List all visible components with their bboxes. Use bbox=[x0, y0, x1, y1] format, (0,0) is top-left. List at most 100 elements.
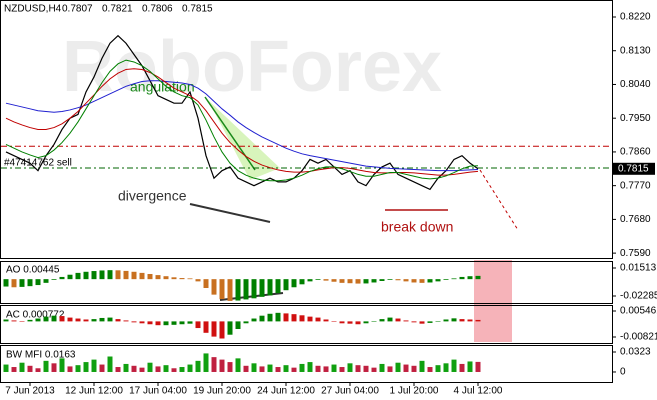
histogram-bar bbox=[243, 279, 249, 300]
x-tick-label: 12 Jun 12:00 bbox=[65, 386, 123, 397]
histogram-bar bbox=[195, 321, 201, 329]
histogram-bar bbox=[139, 367, 145, 372]
histogram-bar bbox=[339, 321, 345, 324]
histogram-bar bbox=[3, 319, 9, 322]
x-tick-label: 27 Jun 04:00 bbox=[321, 386, 379, 397]
histogram-bar bbox=[243, 321, 249, 324]
histogram-bar bbox=[259, 315, 265, 322]
divergence-line bbox=[189, 203, 271, 223]
histogram-bar bbox=[99, 317, 105, 322]
histogram-bar bbox=[163, 276, 169, 280]
histogram-bar bbox=[219, 279, 225, 300]
histogram-bar bbox=[91, 271, 97, 280]
histogram-bar bbox=[35, 368, 41, 372]
histogram-bar bbox=[115, 270, 121, 280]
histogram-bar bbox=[427, 279, 433, 283]
y-tick-label: 0.7950 bbox=[620, 113, 651, 124]
histogram-bar bbox=[363, 279, 369, 284]
histogram-bar bbox=[403, 279, 409, 282]
histogram-bar bbox=[187, 321, 193, 324]
histogram-bar bbox=[19, 362, 25, 372]
histogram-bar bbox=[211, 321, 217, 337]
histogram-bar bbox=[179, 367, 185, 372]
histogram-bar bbox=[251, 318, 257, 322]
histogram-bar bbox=[435, 365, 441, 372]
histogram-bar bbox=[35, 318, 41, 322]
y-tick-label: 0.7680 bbox=[620, 214, 651, 225]
histogram-bar bbox=[339, 279, 345, 283]
histogram-bar bbox=[59, 358, 65, 372]
histogram-bar bbox=[307, 316, 313, 322]
histogram-bar bbox=[179, 321, 185, 325]
watermark-layer: RoboForex bbox=[62, 27, 442, 107]
histogram-bar bbox=[387, 279, 393, 280]
histogram-bar bbox=[459, 363, 465, 372]
histogram-bar bbox=[147, 321, 153, 325]
ohlc-value: 0.7815 bbox=[182, 4, 213, 15]
histogram-bar bbox=[371, 367, 377, 372]
histogram-bar bbox=[355, 321, 361, 325]
histogram-bar bbox=[355, 365, 361, 372]
histogram-bar bbox=[387, 366, 393, 372]
histogram-bar bbox=[91, 359, 97, 372]
histogram-bar bbox=[203, 279, 209, 288]
y-tick-label: 0.7590 bbox=[620, 248, 651, 259]
histogram-bar bbox=[267, 313, 273, 322]
histogram-bar bbox=[427, 367, 433, 372]
histogram-bar bbox=[267, 279, 273, 296]
histogram-bar bbox=[147, 362, 153, 372]
histogram-bar bbox=[19, 321, 25, 322]
indicator-title: BW MFI 0.0163 bbox=[6, 350, 76, 361]
indicator-title: AC 0.000772 bbox=[6, 310, 65, 321]
histogram-bar bbox=[451, 278, 457, 280]
histogram-bar bbox=[467, 319, 473, 322]
histogram-bar bbox=[171, 368, 177, 372]
angulation-line bbox=[204, 96, 256, 171]
histogram-bar bbox=[443, 363, 449, 372]
histogram-bar bbox=[43, 316, 49, 322]
histogram-bar bbox=[43, 279, 49, 283]
histogram-bar bbox=[131, 365, 137, 372]
symbol: NZDUSD,H4 bbox=[4, 4, 62, 15]
ao-panel bbox=[0, 261, 613, 304]
y-tick-label: 0.8040 bbox=[620, 79, 651, 90]
angulation-shape bbox=[208, 100, 280, 180]
y-tick-label: 0 bbox=[620, 367, 626, 378]
main-panel bbox=[0, 0, 613, 259]
histogram-bar bbox=[27, 319, 33, 322]
histogram-bar bbox=[155, 366, 161, 372]
x-tick-label: 4 Jul 12:00 bbox=[454, 386, 503, 397]
histogram-bar bbox=[75, 318, 81, 322]
histogram-bar bbox=[403, 320, 409, 322]
ohlc-value: 0.7821 bbox=[102, 4, 133, 15]
y-tick-label: 0.7860 bbox=[620, 147, 651, 158]
histogram-bar bbox=[83, 271, 89, 280]
current-price-label: 0.7815 bbox=[618, 163, 649, 174]
x-tick-label: 7 Jun 2013 bbox=[5, 386, 55, 397]
histogram-bar bbox=[395, 362, 401, 372]
histogram-bar bbox=[179, 278, 185, 280]
histogram-bar bbox=[363, 321, 369, 324]
histogram-bar bbox=[163, 321, 169, 326]
histogram-bar bbox=[283, 279, 289, 291]
histogram-bar bbox=[307, 279, 313, 282]
histogram-bar bbox=[195, 360, 201, 372]
x-tick-label: 17 Jun 04:00 bbox=[129, 386, 187, 397]
histogram-bar bbox=[203, 353, 209, 372]
order-label: #47414762 sell bbox=[4, 158, 72, 169]
histogram-bar bbox=[67, 366, 73, 372]
histogram-bar bbox=[475, 319, 481, 322]
histogram-bar bbox=[315, 279, 321, 280]
histogram-bar bbox=[11, 367, 17, 372]
histogram-bar bbox=[203, 321, 209, 333]
histogram-bar bbox=[291, 367, 297, 372]
histogram-bar bbox=[155, 321, 161, 326]
ohlc-value: 0.7806 bbox=[142, 4, 173, 15]
histogram-bar bbox=[107, 317, 113, 322]
y-tick-label: -0.02285 bbox=[620, 291, 657, 302]
histogram-bar bbox=[59, 316, 65, 322]
histogram-bar bbox=[115, 319, 121, 322]
histogram-bar bbox=[171, 277, 177, 280]
histogram-bar bbox=[475, 361, 481, 372]
histogram-bar bbox=[227, 321, 233, 335]
